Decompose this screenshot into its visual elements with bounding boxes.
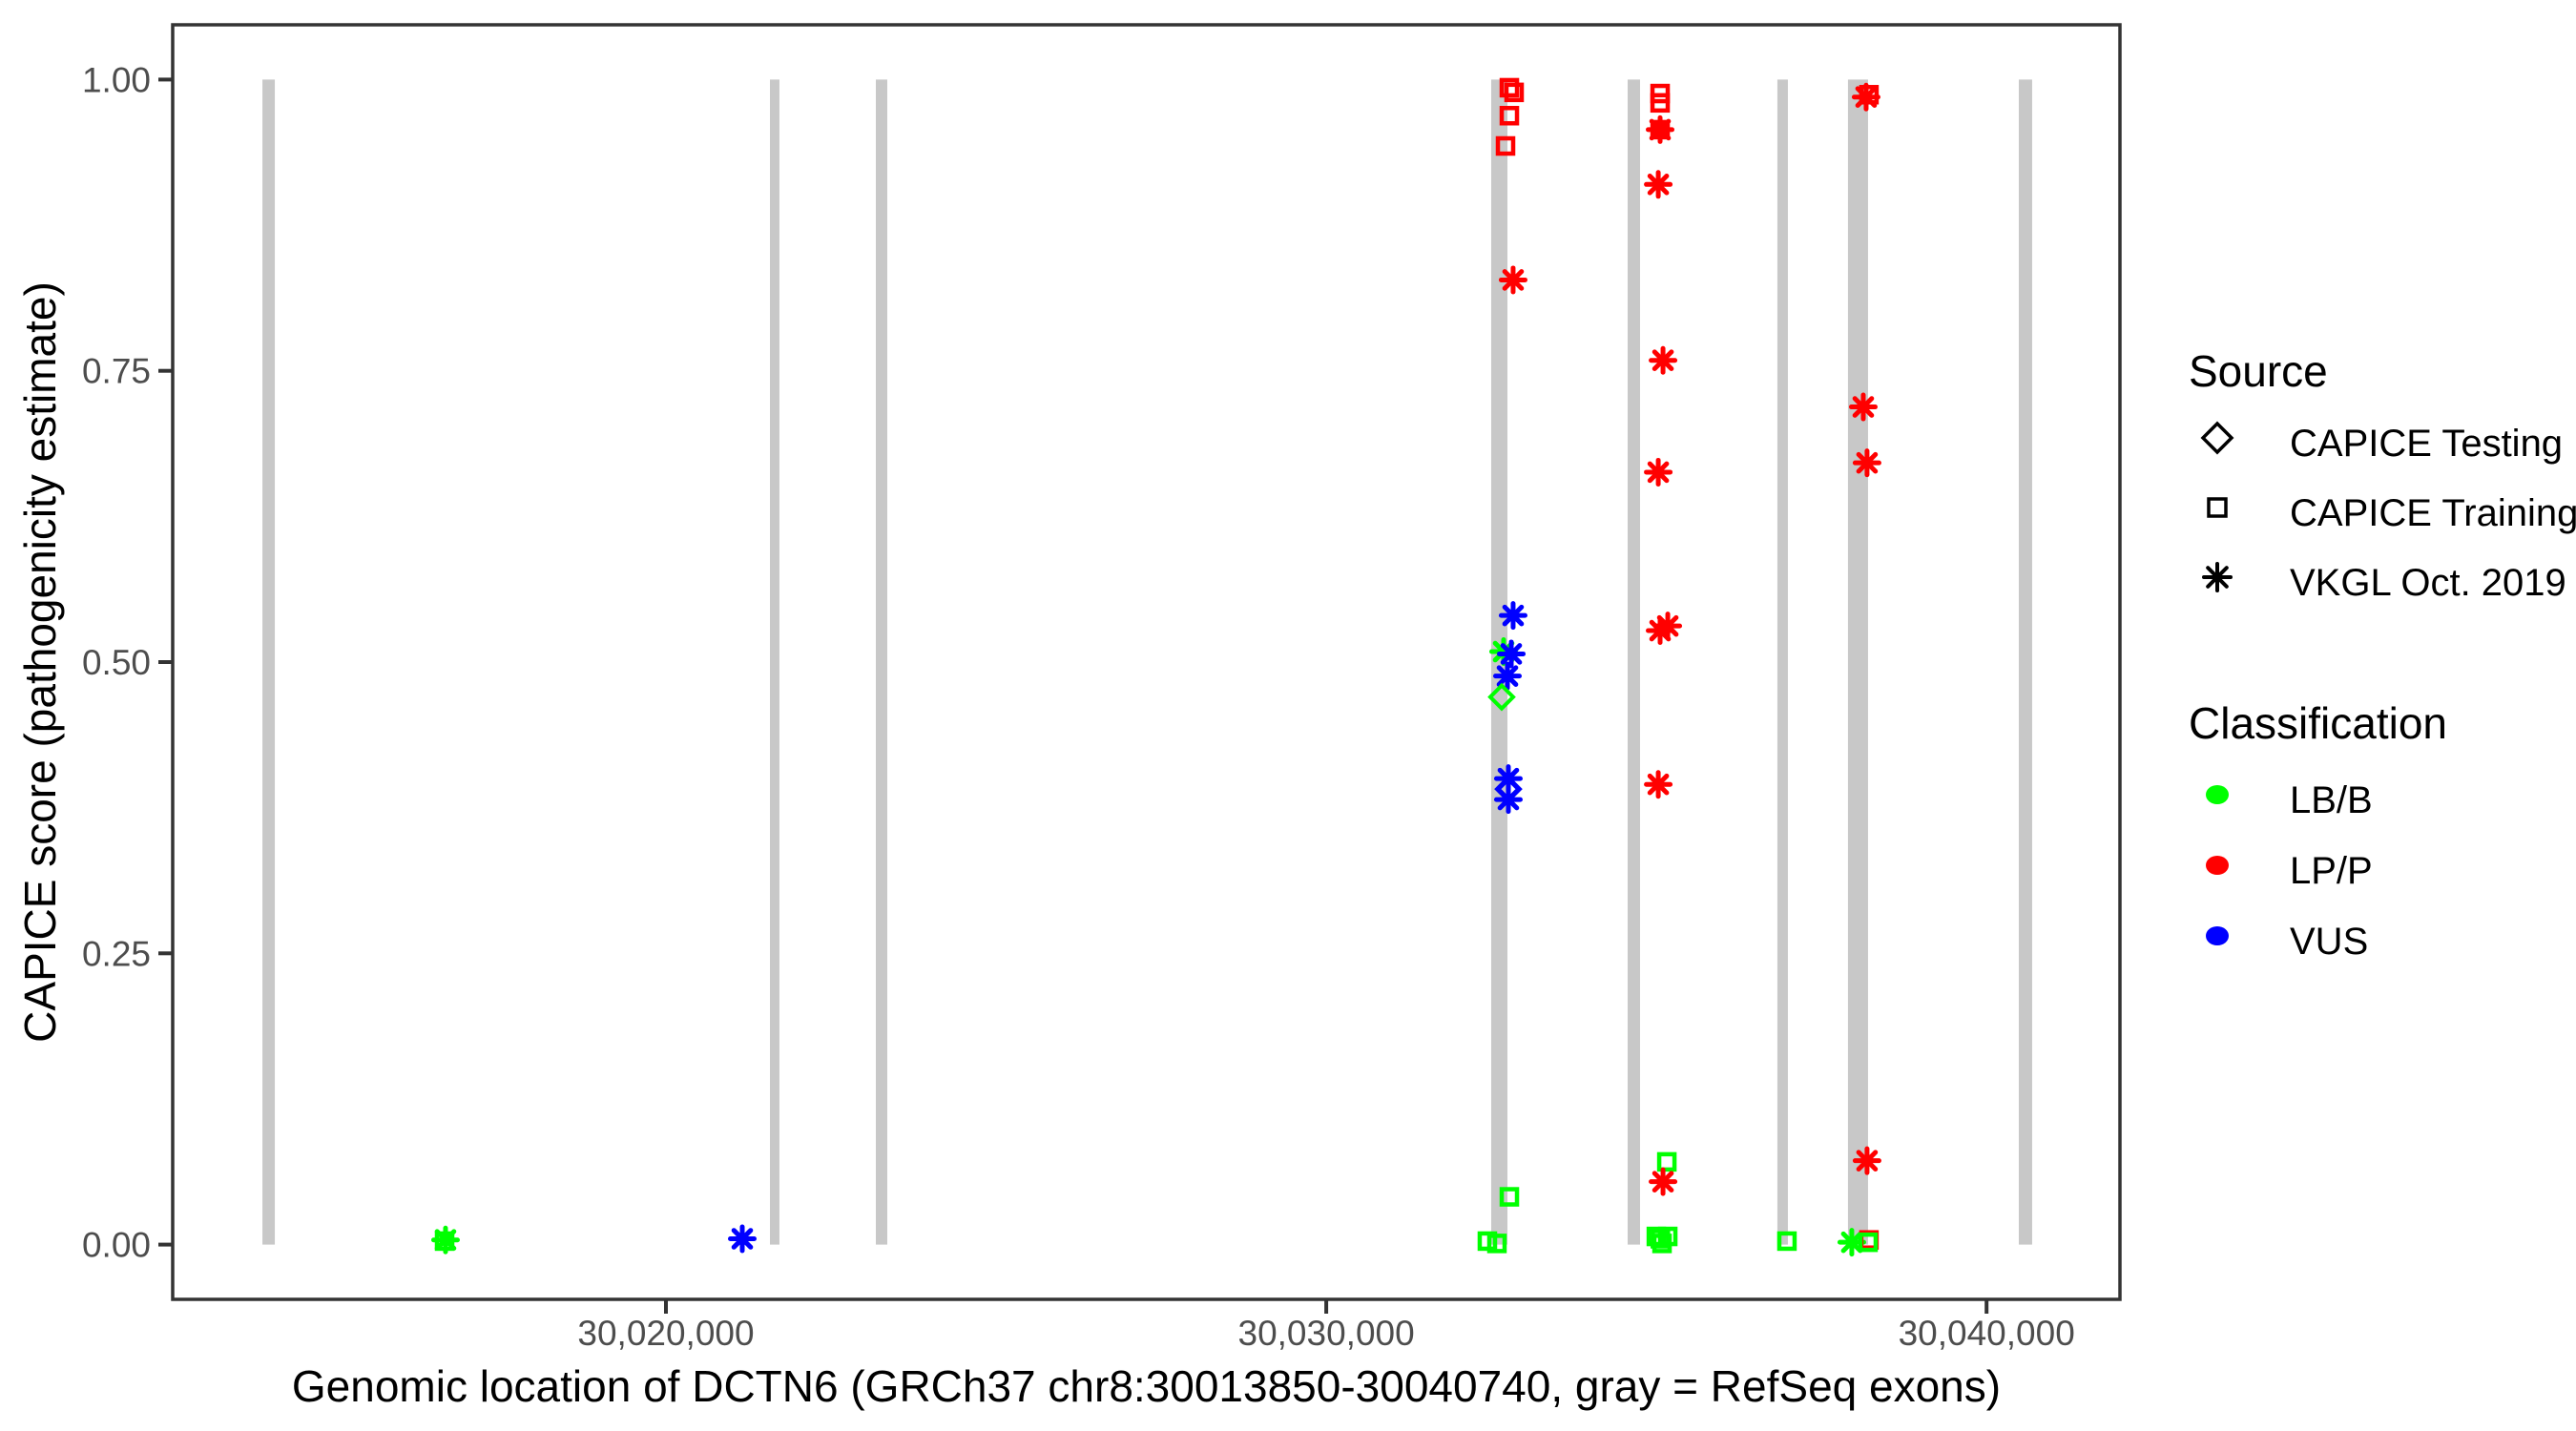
asterisk-arm	[1649, 118, 1672, 141]
point-asterisk	[1644, 770, 1673, 799]
point-square	[1499, 1187, 1520, 1207]
legend-label: VUS	[2290, 920, 2369, 963]
point-square	[1776, 1231, 1797, 1252]
legend-label: LP/P	[2290, 849, 2373, 892]
exon-bar	[1490, 79, 1508, 1245]
legend-source-title: Source	[2189, 346, 2328, 396]
y-axis-title: CAPICE score (pathogenicity estimate)	[15, 281, 65, 1043]
point-asterisk	[1644, 457, 1673, 487]
point-asterisk	[1646, 616, 1675, 646]
asterisk-arm	[1502, 269, 1525, 291]
asterisk-arm	[1647, 461, 1670, 484]
y-tick-label: 0.25	[82, 934, 151, 973]
axes: 0.00 0.25 0.50 0.75 1.00 30,020,000 30,030,000…	[82, 60, 2075, 1353]
asterisk-arm	[1855, 86, 1878, 109]
point-square	[1650, 93, 1671, 114]
legend-label: LB/B	[2290, 778, 2373, 821]
exon-bar	[1847, 79, 1868, 1245]
legend-label: CAPICE Training	[2290, 491, 2576, 534]
exon-bar	[262, 79, 276, 1245]
point-asterisk	[1848, 392, 1878, 422]
point-square	[1656, 1151, 1677, 1172]
asterisk-arm	[1856, 451, 1879, 474]
exon-bar	[1627, 79, 1640, 1245]
x-tick-label: 30,030,000	[1238, 1314, 1415, 1353]
point-square	[1652, 1234, 1672, 1254]
asterisk-arm	[1647, 174, 1670, 196]
point-asterisk	[1852, 448, 1881, 478]
legend-item-capice-training: CAPICE Training	[2189, 479, 2576, 548]
asterisk-arm	[1500, 643, 1523, 665]
asterisk-arm	[1852, 396, 1875, 418]
y-tick-label: 0.75	[82, 352, 151, 391]
point-asterisk	[1493, 785, 1523, 815]
point-asterisk	[1644, 170, 1673, 199]
data-points	[430, 77, 1881, 1257]
point-asterisk	[1851, 82, 1880, 112]
asterisk-arm	[1502, 604, 1525, 627]
exon-bars	[262, 79, 2032, 1245]
legend-label: VKGL Oct. 2019	[2290, 561, 2566, 604]
legend-item-lpp: LP/P	[2189, 837, 2373, 905]
exon-bar	[770, 79, 779, 1245]
point-asterisk	[430, 1225, 460, 1255]
panel-border	[171, 23, 2122, 1301]
legend-item-vus: VUS	[2189, 907, 2368, 976]
asterisk-arm	[1652, 349, 1674, 372]
point-square	[1499, 106, 1520, 126]
x-tick-label: 30,020,000	[577, 1314, 754, 1353]
y-tick-label: 0.00	[82, 1226, 151, 1265]
asterisk-arm	[1649, 619, 1672, 642]
point-diamond	[1487, 682, 1516, 712]
point-square	[1504, 82, 1525, 103]
point-square	[1486, 1234, 1507, 1254]
point-asterisk	[1649, 1167, 1678, 1196]
asterisk-arm	[1652, 1171, 1674, 1192]
point-asterisk	[728, 1224, 758, 1254]
point-asterisk	[1649, 345, 1678, 375]
asterisk-arm	[1856, 1150, 1879, 1172]
asterisk-arm	[1840, 1231, 1863, 1254]
exon-bar	[2018, 79, 2032, 1245]
legend-label: CAPICE Testing	[2290, 422, 2564, 465]
point-asterisk	[1498, 601, 1527, 631]
legend-item-vkgl: VKGL Oct. 2019	[2189, 549, 2566, 617]
exon-bar	[1776, 79, 1788, 1245]
asterisk-arm	[1647, 773, 1670, 796]
legend-item-lbb: LB/B	[2189, 766, 2373, 835]
point-asterisk	[1852, 1146, 1881, 1175]
point-asterisk	[1497, 639, 1527, 669]
legend-item-capice-testing: CAPICE Testing	[2189, 409, 2563, 478]
point-square	[1499, 77, 1520, 98]
exon-bar	[876, 79, 887, 1245]
x-tick-label: 30,040,000	[1899, 1314, 2075, 1353]
point-square	[1495, 135, 1516, 156]
asterisk-arm	[731, 1228, 754, 1250]
legend-classification-title: Classification	[2189, 698, 2447, 748]
point-asterisk	[1498, 265, 1527, 295]
asterisk-arm	[434, 1229, 457, 1252]
point-square	[1858, 1232, 1879, 1253]
y-tick-label: 0.50	[82, 643, 151, 682]
point-asterisk	[1646, 114, 1675, 144]
x-axis-title: Genomic location of DCTN6 (GRCh37 chr8:3…	[291, 1361, 2002, 1411]
point-asterisk	[1493, 661, 1523, 691]
y-tick-label: 1.00	[82, 60, 151, 99]
asterisk-arm	[1497, 788, 1520, 811]
asterisk-arm	[1496, 665, 1519, 687]
